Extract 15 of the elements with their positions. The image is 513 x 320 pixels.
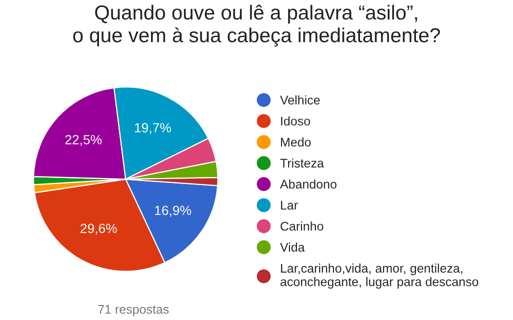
legend-label: Idoso <box>281 116 310 126</box>
legend-label: Carinho <box>280 221 324 231</box>
data-label: 19,7% <box>135 123 171 134</box>
data-label: 22,5% <box>65 135 102 146</box>
data-label: 16,9% <box>155 206 192 217</box>
legend-label: Velhice <box>280 95 320 105</box>
legend-label: Vida <box>280 242 305 252</box>
chart-title: Quando ouve ou lê a palavra “asilo”, o que vem à sua cabeça imediatamente? <box>73 4 440 46</box>
legend-label: Tristeza <box>280 158 324 168</box>
legend-label: Abandono <box>280 179 336 189</box>
text: 71 respostas <box>98 305 169 316</box>
legend-label: Medo <box>281 137 311 147</box>
legend-label: Lar <box>281 200 298 210</box>
data-label: 29,6% <box>80 224 117 235</box>
legend-label: Lar,carinho,vida, amor, gentileza, aconchegante, lugar para descanso <box>280 264 478 289</box>
